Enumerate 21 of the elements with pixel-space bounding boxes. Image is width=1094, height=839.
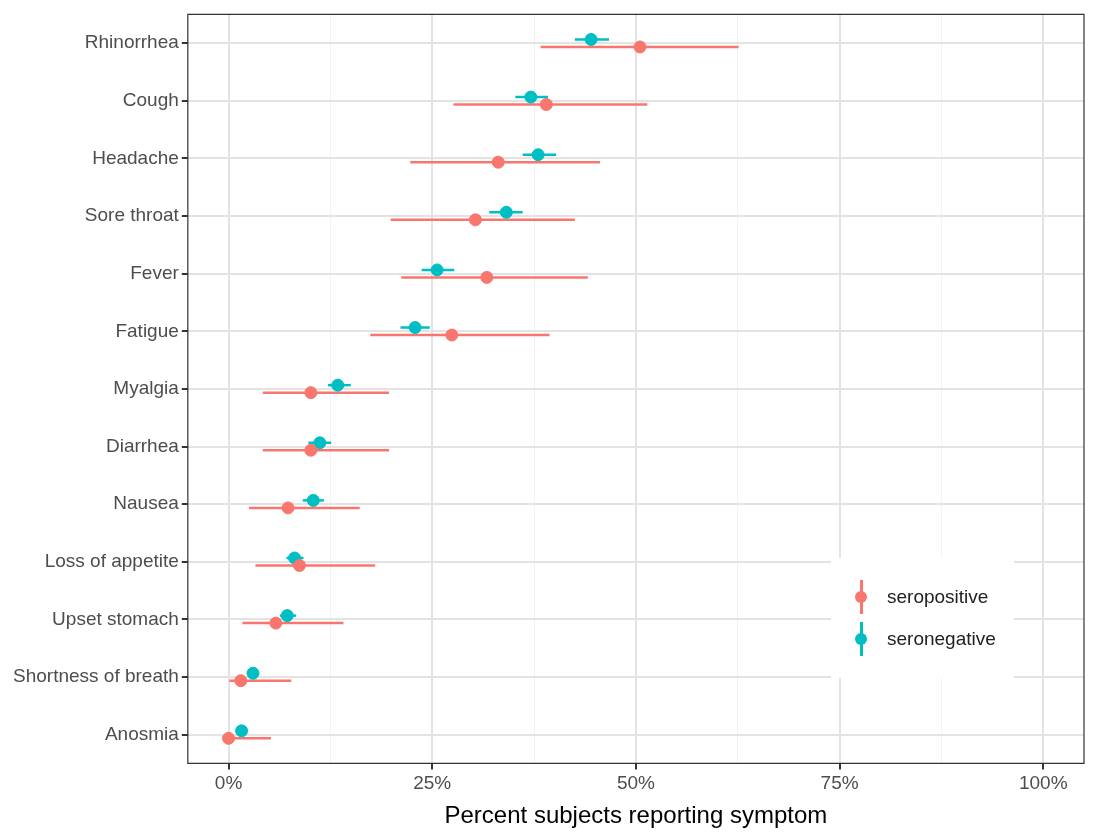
legend-label: seronegative xyxy=(887,628,996,651)
y-tick-label: Myalgia xyxy=(113,377,180,399)
y-tick-label: Diarrhea xyxy=(105,434,180,456)
y-tick-label: Shortness of breath xyxy=(13,665,179,687)
y-tick-label: Loss of appetite xyxy=(44,549,179,571)
y-tick-label: Nausea xyxy=(113,492,180,514)
y-tick-label: Fatigue xyxy=(115,319,179,341)
y-tick-label: Cough xyxy=(122,89,179,111)
legend-label: seropositive xyxy=(887,586,989,609)
y-tick-label: Sore throat xyxy=(84,204,180,226)
x-tick-label: 50% xyxy=(616,772,656,794)
x-tick-label: 75% xyxy=(820,772,859,794)
y-tick-label: Anosmia xyxy=(104,722,180,744)
x-axis-title: Percent subjects reporting symptom xyxy=(444,801,828,829)
x-tick-label: 100% xyxy=(1018,772,1068,794)
y-tick-label: Upset stomach xyxy=(52,607,179,629)
y-tick-label: Rhinorrhea xyxy=(84,31,180,53)
x-tick-label: 0% xyxy=(214,772,243,794)
x-tick-label: 25% xyxy=(413,772,452,794)
y-tick-label: Headache xyxy=(92,146,179,168)
y-tick-label: Fever xyxy=(130,261,180,283)
